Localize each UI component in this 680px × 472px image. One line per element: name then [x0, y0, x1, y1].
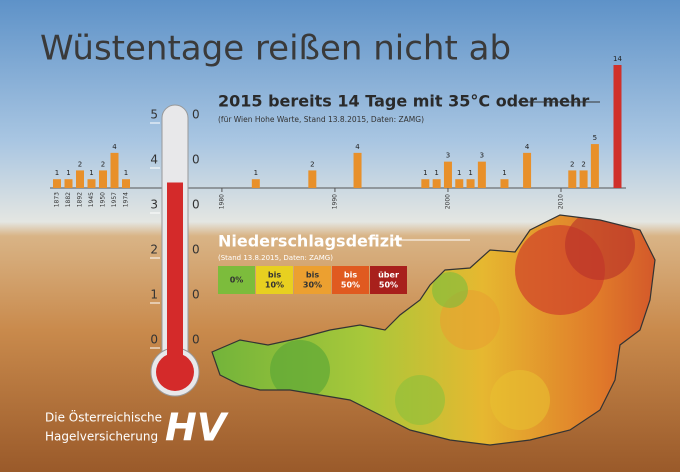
bar — [65, 179, 73, 188]
y-tick-label: 0 — [150, 333, 158, 347]
value-label: 1 — [434, 169, 438, 177]
x-tick-label: 2000 — [444, 194, 451, 209]
bar — [580, 170, 588, 188]
y-tick-label: 5 — [150, 108, 158, 122]
bar — [111, 153, 119, 188]
y-tick-unit: 0 — [192, 153, 200, 167]
bar — [53, 179, 61, 188]
value-label: 2 — [581, 160, 585, 168]
bar — [455, 179, 463, 188]
value-label: 1 — [55, 169, 59, 177]
value-label: 1 — [124, 169, 128, 177]
value-label: 2 — [78, 160, 82, 168]
company-name: Hagelversicherung — [45, 430, 158, 444]
bar — [591, 144, 599, 188]
x-tick-label: 1990 — [331, 194, 338, 209]
bar — [76, 170, 84, 188]
value-label: 5 — [593, 134, 597, 142]
value-label: 1 — [457, 169, 461, 177]
infographic: Wüstentage reißen nicht ab 2015 bereits … — [0, 0, 680, 472]
y-tick-unit: 0 — [192, 288, 200, 302]
thermometer-bulb — [156, 353, 194, 391]
value-label: 3 — [446, 152, 450, 160]
y-tick-label: 1 — [150, 288, 158, 302]
chart-subtitle: (für Wien Hohe Warte, Stand 13.8.2015, D… — [218, 115, 424, 124]
bar — [354, 153, 362, 188]
value-label: 1 — [89, 169, 93, 177]
bar — [478, 162, 486, 188]
value-label: 2 — [570, 160, 574, 168]
legend-label: bis — [268, 271, 281, 280]
value-label: 4 — [112, 143, 117, 151]
bar — [568, 170, 576, 188]
value-label: 1 — [502, 169, 506, 177]
y-tick-label: 4 — [150, 153, 158, 167]
title: Wüstentage reißen nicht ab — [40, 29, 511, 69]
legend-label: bis — [306, 271, 319, 280]
x-tick-label: 1892 — [77, 192, 84, 207]
x-tick-label: 1957 — [111, 192, 118, 207]
x-tick-label: 1980 — [218, 194, 225, 209]
legend-label: über — [378, 271, 399, 280]
bar — [500, 179, 508, 188]
bar — [467, 179, 475, 188]
bar — [308, 170, 316, 188]
bar — [613, 65, 621, 188]
value-label: 4 — [525, 143, 530, 151]
legend-label: 0% — [230, 276, 244, 285]
bar — [421, 179, 429, 188]
value-label: 1 — [254, 169, 258, 177]
legend-label: 30% — [303, 281, 322, 290]
x-tick-label: 1945 — [88, 192, 95, 207]
value-label: 4 — [355, 143, 360, 151]
chart-title: 2015 bereits 14 Tage mit 35°C oder mehr — [218, 92, 589, 111]
x-tick-label: 2010 — [557, 194, 564, 209]
bar — [252, 179, 260, 188]
x-tick-label: 1882 — [65, 192, 72, 207]
bar — [88, 179, 96, 188]
value-label: 1 — [66, 169, 70, 177]
bar — [99, 170, 107, 188]
value-label: 14 — [613, 55, 622, 63]
legend-label: bis — [344, 271, 357, 280]
x-tick-label: 1873 — [54, 192, 61, 207]
legend-label: 50% — [379, 281, 398, 290]
y-tick-unit: 0 — [192, 198, 200, 212]
y-tick-unit: 0 — [192, 333, 200, 347]
bar — [523, 153, 531, 188]
value-label: 3 — [480, 152, 484, 160]
company-name: Die Österreichische — [45, 409, 162, 425]
y-tick-unit: 0 — [192, 243, 200, 257]
bar — [433, 179, 441, 188]
y-tick-unit: 0 — [192, 108, 200, 122]
value-label: 2 — [310, 160, 314, 168]
y-tick-label: 3 — [150, 198, 158, 212]
x-tick-label: 1974 — [123, 192, 130, 207]
value-label: 2 — [101, 160, 105, 168]
x-tick-label: 1950 — [100, 192, 107, 207]
logo: HV — [165, 406, 229, 450]
map-title: Niederschlagsdefizit — [218, 232, 403, 251]
legend-label: 50% — [341, 281, 360, 290]
y-tick-label: 2 — [150, 243, 158, 257]
map-note: (Stand 13.8.2015, Daten: ZAMG) — [218, 254, 333, 262]
bar — [444, 162, 452, 188]
value-label: 1 — [468, 169, 472, 177]
bar — [122, 179, 130, 188]
value-label: 1 — [423, 169, 427, 177]
mercury — [167, 183, 183, 373]
legend-label: 10% — [265, 281, 284, 290]
